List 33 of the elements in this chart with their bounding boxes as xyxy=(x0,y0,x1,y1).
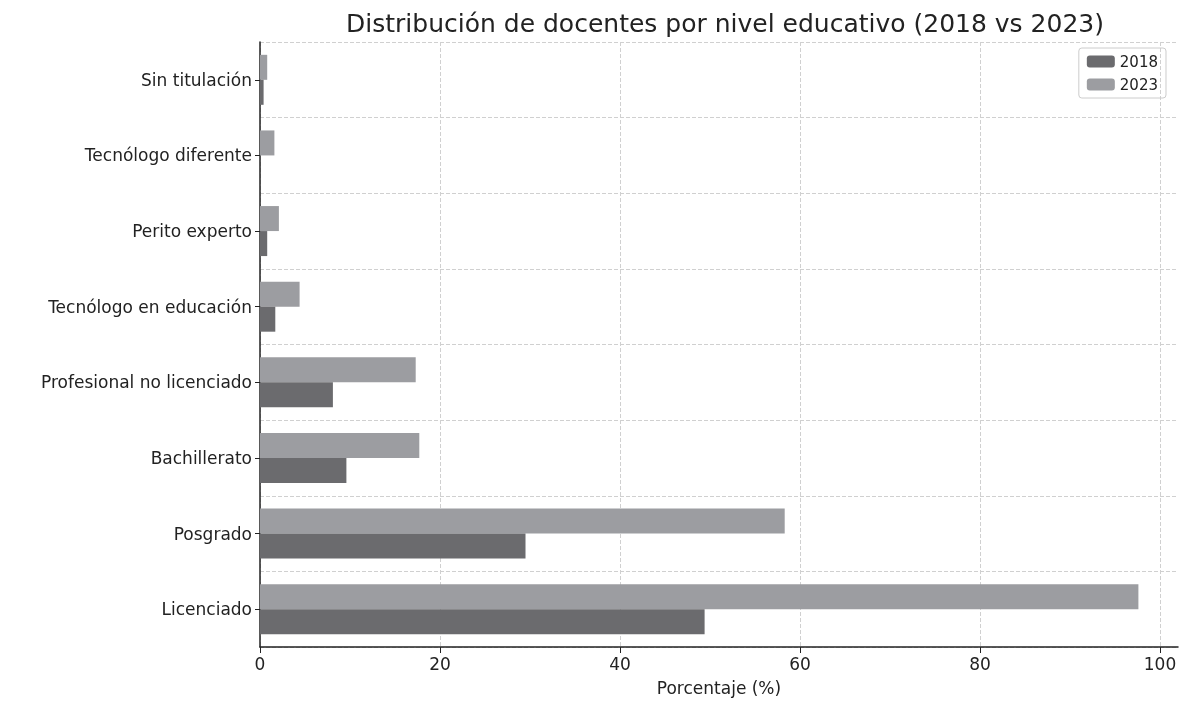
x-axis-title: Porcentaje (%) xyxy=(656,677,782,698)
bar xyxy=(260,206,279,232)
x-tick-label: 40 xyxy=(609,653,631,674)
y-tick-label: Profesional no licenciado xyxy=(41,372,252,393)
bar xyxy=(260,432,420,458)
bar xyxy=(260,54,268,80)
bar xyxy=(260,457,347,483)
y-tick-label: Bachillerato xyxy=(150,447,252,468)
bar xyxy=(260,281,300,307)
bar xyxy=(260,382,333,408)
y-tick-label: Perito experto xyxy=(132,221,252,242)
bar xyxy=(260,609,705,635)
legend-label: 2023 xyxy=(1119,75,1159,94)
y-tick-label: Tecnólogo en educación xyxy=(47,296,252,317)
chart-title: Distribución de docentes por nivel educativo (2018 vs 2023) xyxy=(346,9,1104,38)
bar xyxy=(260,584,1139,610)
y-tick-label: Tecnólogo diferente xyxy=(83,145,252,166)
legend-label: 2018 xyxy=(1119,52,1159,71)
y-tick-label: Licenciado xyxy=(161,599,252,620)
x-tick-label: 0 xyxy=(254,653,266,674)
bar xyxy=(260,357,416,383)
x-tick-label: 80 xyxy=(969,653,991,674)
bar xyxy=(260,508,785,534)
x-tick-label: 20 xyxy=(429,653,451,674)
y-tick-label: Sin titulación xyxy=(141,69,252,90)
y-tick-label: Posgrado xyxy=(173,523,252,544)
x-tick-label: 60 xyxy=(789,653,811,674)
bar xyxy=(260,533,526,559)
x-tick-label: 100 xyxy=(1143,653,1177,674)
bar xyxy=(260,231,268,257)
bar xyxy=(260,130,275,156)
bar xyxy=(260,79,264,105)
bar xyxy=(260,306,276,332)
